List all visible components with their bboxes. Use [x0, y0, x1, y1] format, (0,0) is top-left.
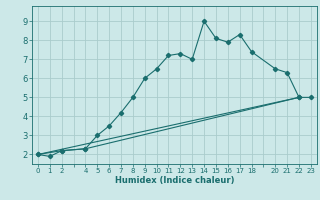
- X-axis label: Humidex (Indice chaleur): Humidex (Indice chaleur): [115, 176, 234, 185]
